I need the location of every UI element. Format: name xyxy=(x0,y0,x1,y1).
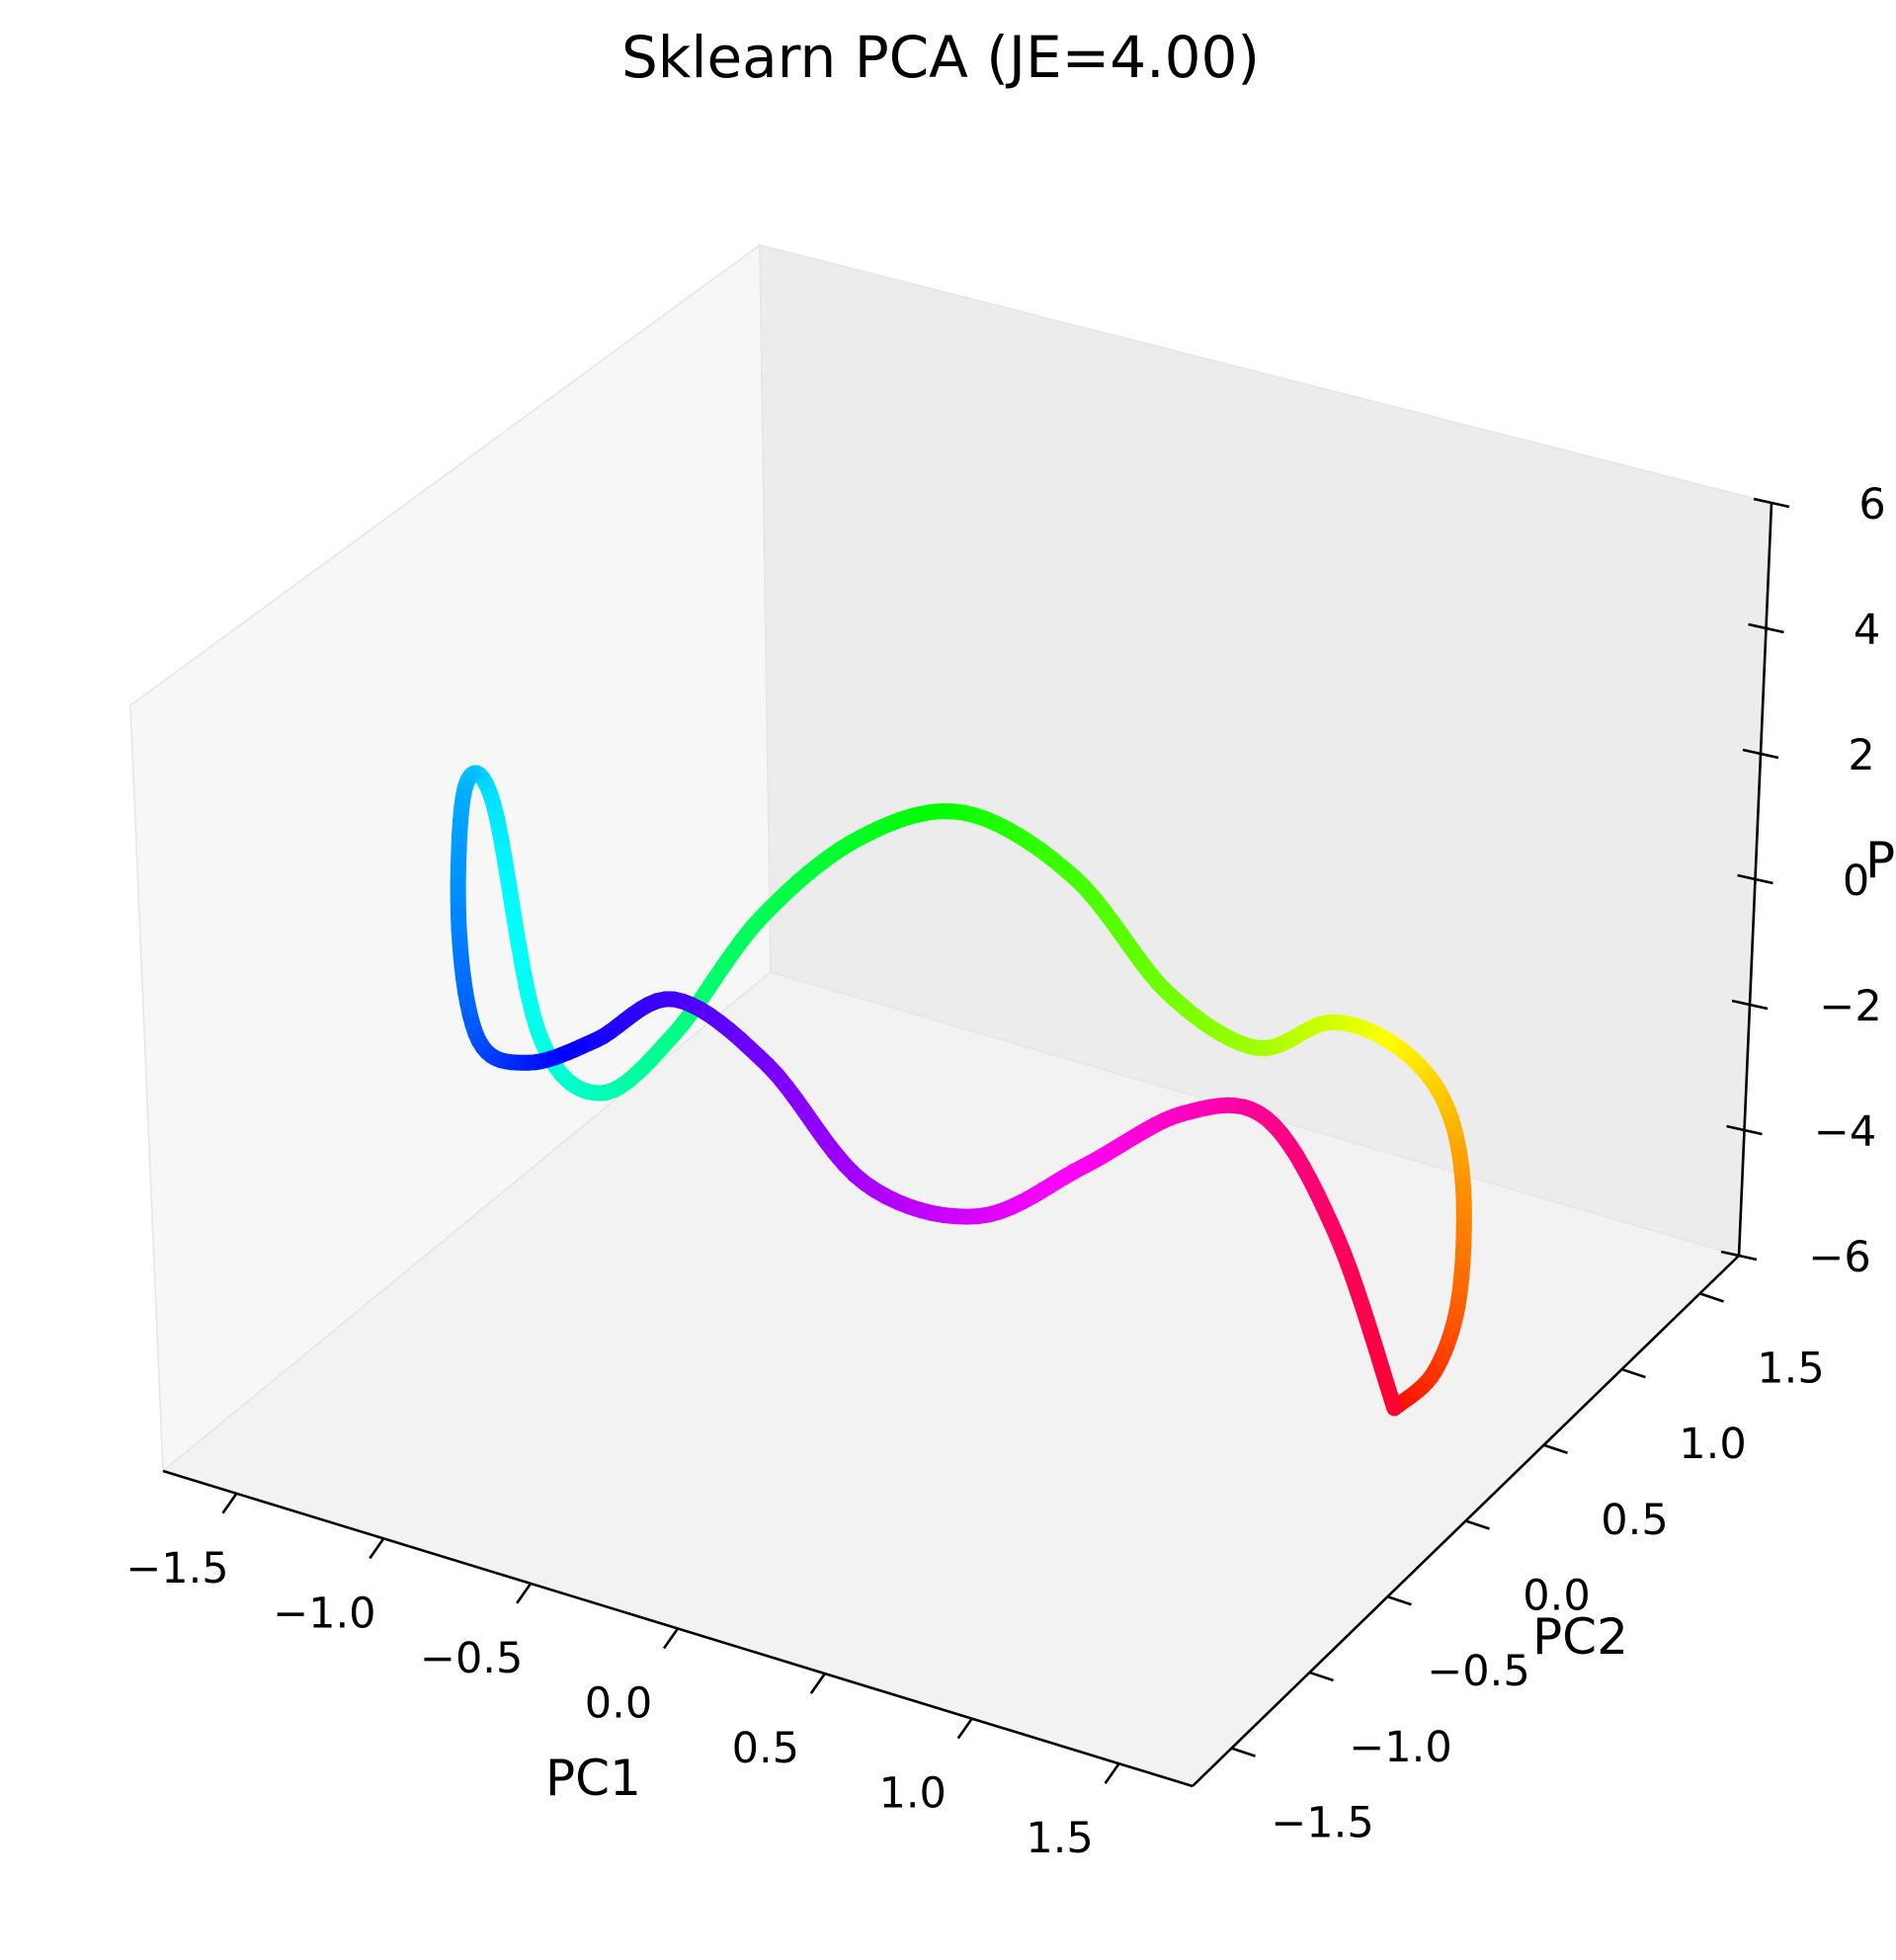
x-tick-label: −1.0 xyxy=(273,1589,375,1638)
z-tick-mark xyxy=(1726,1124,1763,1136)
z-tick-label: 2 xyxy=(1848,731,1874,780)
z-tick-mark xyxy=(1753,497,1790,509)
z-tick-label: −6 xyxy=(1808,1233,1870,1282)
y-tick-label: −0.5 xyxy=(1427,1647,1529,1696)
chart-title: Sklearn PCA (JE=4.00) xyxy=(621,24,1260,91)
x-tick-label: −1.5 xyxy=(125,1544,228,1593)
z-tick-label: 0 xyxy=(1843,857,1869,906)
x-tick-label: 0.0 xyxy=(585,1679,652,1729)
x-tick-mark xyxy=(956,1717,973,1740)
y-tick-mark xyxy=(1543,1443,1568,1455)
x-tick-label: 1.5 xyxy=(1026,1814,1093,1863)
x-tick-label: 1.0 xyxy=(879,1769,947,1819)
x-tick-label: −0.5 xyxy=(420,1634,523,1683)
z-tick-label: −4 xyxy=(1814,1107,1876,1157)
y-axis-ticks: −1.5 −1.0 −0.5 0.00.51.01.5 xyxy=(1231,1292,1825,1848)
x-tick-label: 0.5 xyxy=(732,1724,799,1773)
z-tick-label: 6 xyxy=(1858,480,1885,530)
x-tick-mark xyxy=(221,1493,238,1514)
x-tick-mark xyxy=(662,1627,680,1650)
z-tick-mark xyxy=(1748,622,1784,634)
z-tick-mark xyxy=(1720,1250,1758,1262)
z-tick-mark xyxy=(1731,999,1769,1011)
axes-panes xyxy=(129,243,1772,1787)
z-tick-mark xyxy=(1742,748,1779,760)
z-axis-label: PC3 xyxy=(1865,832,1896,889)
z-tick-label: −2 xyxy=(1819,982,1881,1031)
x-tick-mark xyxy=(369,1537,385,1560)
x-axis-label: PC1 xyxy=(545,1750,641,1807)
y-tick-label: 1.0 xyxy=(1679,1420,1746,1469)
x-tick-mark xyxy=(809,1673,826,1694)
x-tick-mark xyxy=(1104,1762,1120,1784)
z-axis-ticks: −6 −4 −2 0 2 4 6 xyxy=(1720,480,1886,1282)
y-tick-mark xyxy=(1231,1747,1256,1757)
x-tick-mark xyxy=(516,1583,533,1604)
trajectory-line xyxy=(450,765,1472,1417)
x-axis-ticks: −1.5 −1.0 −0.5 0.0 0.5 1.0 1.5 xyxy=(125,1493,1120,1863)
y-axis-label: PC2 xyxy=(1532,1608,1628,1666)
y-tick-label: −1.5 xyxy=(1271,1799,1373,1848)
y-tick-label: 0.0 xyxy=(1523,1572,1590,1621)
z-tick-mark xyxy=(1737,873,1773,885)
y-tick-label: 0.5 xyxy=(1601,1496,1668,1545)
y-tick-mark xyxy=(1309,1671,1334,1682)
y-tick-mark xyxy=(1465,1519,1490,1530)
y-tick-label: −1.0 xyxy=(1349,1723,1451,1772)
y-tick-mark xyxy=(1387,1594,1412,1606)
y-tick-mark xyxy=(1621,1367,1646,1379)
y-tick-mark xyxy=(1699,1292,1724,1303)
trajectory-segment xyxy=(1382,1389,1403,1417)
z-tick-label: 4 xyxy=(1854,606,1880,655)
y-tick-label: 1.5 xyxy=(1757,1344,1824,1393)
